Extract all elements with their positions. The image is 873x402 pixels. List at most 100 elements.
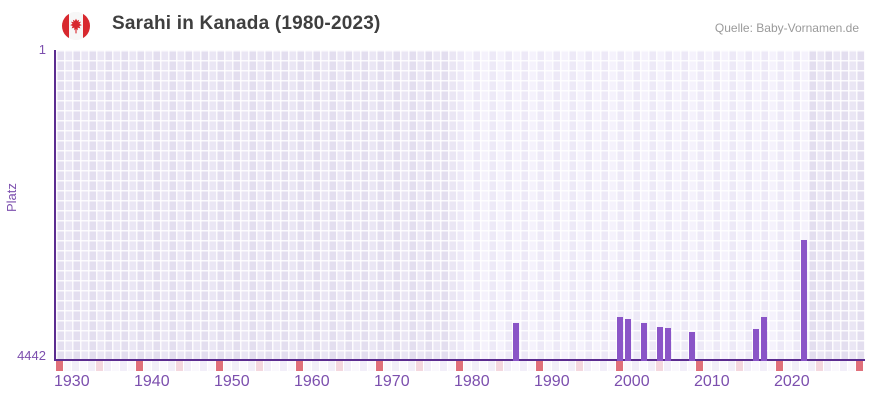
strip-cell-1939 [128, 361, 135, 371]
x-tick-2000: 2000 [614, 373, 650, 390]
strip-cell-1932 [72, 361, 79, 371]
bar-2001[interactable] [625, 319, 631, 361]
strip-cell-1959 [288, 361, 295, 371]
strip-cell-1930 [56, 361, 63, 371]
strip-cell-2001 [624, 361, 631, 371]
region-after-data [808, 50, 865, 359]
strip-cell-1996 [584, 361, 591, 371]
strip-cell-1973 [400, 361, 407, 371]
x-tick-1950: 1950 [214, 373, 250, 390]
strip-cell-1993 [560, 361, 567, 371]
x-tick-2020: 2020 [774, 373, 810, 390]
strip-cell-2010 [696, 361, 703, 371]
strip-cell-2009 [688, 361, 695, 371]
strip-cell-1933 [80, 361, 87, 371]
strip-cell-1988 [520, 361, 527, 371]
strip-cell-2028 [840, 361, 847, 371]
bar-2009[interactable] [689, 332, 695, 361]
strip-cell-2024 [808, 361, 815, 371]
strip-cell-2019 [768, 361, 775, 371]
strip-cell-1945 [176, 361, 183, 371]
strip-cell-1935 [96, 361, 103, 371]
strip-cell-1951 [224, 361, 231, 371]
strip-cell-2008 [680, 361, 687, 371]
strip-cell-1965 [336, 361, 343, 371]
bar-2006[interactable] [665, 328, 671, 361]
x-axis-labels: 1930 1940 1950 1960 1970 1980 1990 2000 2010 2020 [54, 373, 873, 395]
strip-cell-1987 [512, 361, 519, 371]
strip-cell-2003 [640, 361, 647, 371]
strip-cell-1989 [528, 361, 535, 371]
strip-cell-1966 [344, 361, 351, 371]
strip-cell-1937 [112, 361, 119, 371]
strip-cell-1954 [248, 361, 255, 371]
x-tick-1940: 1940 [134, 373, 170, 390]
x-axis-line [54, 359, 865, 361]
strip-cell-2012 [712, 361, 719, 371]
canada-flag-icon [62, 12, 90, 40]
strip-cell-1950 [216, 361, 223, 371]
strip-cell-2014 [728, 361, 735, 371]
strip-cell-2029 [848, 361, 855, 371]
strip-cell-2002 [632, 361, 639, 371]
strip-cell-1967 [352, 361, 359, 371]
flag-left-band [62, 12, 69, 40]
strip-cell-2013 [720, 361, 727, 371]
strip-cell-1998 [600, 361, 607, 371]
bar-1987[interactable] [513, 322, 519, 361]
year-marker-strip [56, 361, 865, 371]
strip-cell-2021 [784, 361, 791, 371]
flag-right-band [83, 12, 90, 40]
strip-cell-1975 [416, 361, 423, 371]
strip-cell-2000 [616, 361, 623, 371]
strip-cell-2027 [832, 361, 839, 371]
strip-cell-1958 [280, 361, 287, 371]
region-data-years [456, 50, 808, 359]
strip-cell-1984 [488, 361, 495, 371]
strip-cell-1968 [360, 361, 367, 371]
strip-cell-1948 [200, 361, 207, 371]
x-tick-1980: 1980 [454, 373, 490, 390]
strip-cell-1969 [368, 361, 375, 371]
bar-2017[interactable] [753, 329, 759, 361]
strip-cell-2015 [736, 361, 743, 371]
plot-area [56, 50, 865, 359]
strip-cell-2025 [816, 361, 823, 371]
strip-cell-2017 [752, 361, 759, 371]
strip-cell-1999 [608, 361, 615, 371]
strip-cell-1978 [440, 361, 447, 371]
strip-cell-1941 [144, 361, 151, 371]
bar-2018[interactable] [761, 316, 767, 361]
strip-cell-1949 [208, 361, 215, 371]
y-axis-line [54, 50, 56, 361]
bar-2003[interactable] [641, 322, 647, 361]
x-tick-1990: 1990 [534, 373, 570, 390]
strip-cell-1946 [184, 361, 191, 371]
strip-cell-1985 [496, 361, 503, 371]
strip-cell-1992 [552, 361, 559, 371]
chart-title: Sarahi in Kanada (1980-2023) [112, 13, 381, 34]
strip-cell-2016 [744, 361, 751, 371]
strip-cell-2022 [792, 361, 799, 371]
strip-cell-1979 [448, 361, 455, 371]
strip-cell-2030 [856, 361, 863, 371]
region-before-data [56, 50, 456, 359]
bar-2000[interactable] [617, 316, 623, 361]
strip-cell-1955 [256, 361, 263, 371]
strip-cell-1970 [376, 361, 383, 371]
strip-cell-1964 [328, 361, 335, 371]
x-tick-1970: 1970 [374, 373, 410, 390]
bar-2023[interactable] [801, 240, 807, 361]
y-axis-bottom-tick: 4442 [17, 348, 46, 363]
y-axis-label: Platz [4, 183, 19, 212]
strip-cell-1994 [568, 361, 575, 371]
strip-cell-1953 [240, 361, 247, 371]
strip-cell-1986 [504, 361, 511, 371]
maple-leaf-icon [70, 18, 82, 34]
x-tick-1960: 1960 [294, 373, 330, 390]
bar-2005[interactable] [657, 327, 663, 361]
strip-cell-1931 [64, 361, 71, 371]
strip-cell-1934 [88, 361, 95, 371]
strip-cell-1983 [480, 361, 487, 371]
strip-cell-2020 [776, 361, 783, 371]
